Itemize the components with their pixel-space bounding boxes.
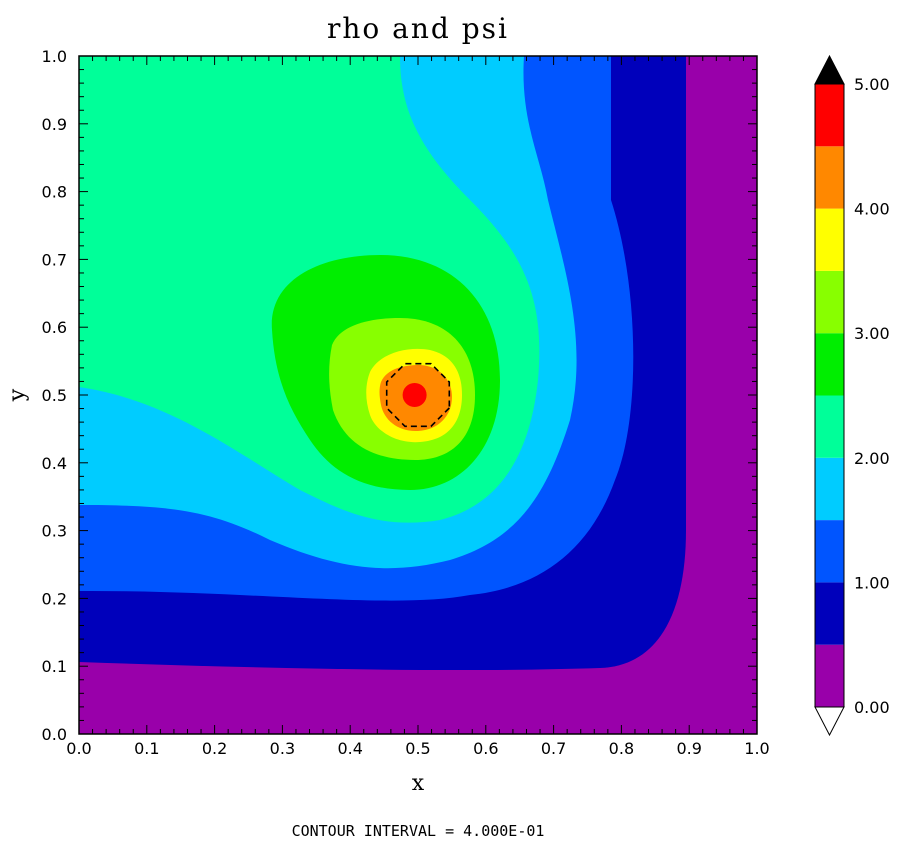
colorbar-label: 3.00 [854,324,890,343]
y-tick-label: 0.5 [42,386,67,405]
colorbar-under-arrow [814,706,845,737]
y-tick-label: 0.6 [42,318,67,337]
colorbar-segment-9 [815,84,844,147]
x-tick-label: 0.1 [134,739,159,758]
colorbar-label: 2.00 [854,449,890,468]
colorbar-segment-6 [815,270,844,334]
axis-ticks: 0.0 0.1 0.2 0.3 0.4 0.5 0.6 0.7 0.8 0.9 1.0 0.0 0.1 0… [42,47,770,758]
x-tick-label: 0.2 [202,739,227,758]
colorbar-segment-7 [815,208,844,271]
y-tick-label: 1.0 [42,47,67,66]
colorbar-segment-2 [815,520,844,583]
y-tick-label: 0.4 [42,454,67,473]
psi-contour-line [385,362,451,428]
y-tick-label: 0.8 [42,183,67,202]
colorbar-over-arrow [814,54,845,85]
colorbar-label: 4.00 [854,200,890,219]
x-tick-label: 0.6 [473,739,498,758]
y-axis-label: y [5,388,30,402]
colorbar-label: 1.00 [854,573,890,592]
y-tick-label: 0.0 [42,725,67,744]
colorbar-segment-4 [815,395,844,458]
x-tick-label: 0.4 [337,739,362,758]
colorbar-label: 5.00 [854,75,890,94]
y-tick-label: 0.3 [42,522,67,541]
psi-contours [385,362,451,428]
x-tick-label: 0.8 [609,739,634,758]
colorbar-label: 0.00 [854,698,890,717]
x-tick-label: 1.0 [744,739,769,758]
contour-band-9 [402,383,427,407]
contour-bands [79,56,757,734]
x-tick-label: 0.7 [541,739,566,758]
y-tick-label: 0.9 [42,115,67,134]
x-tick-label: 0.3 [270,739,295,758]
y-tick-label: 0.1 [42,657,67,676]
colorbar: 0.00 1.00 2.00 3.00 4.00 5.00 [814,54,890,737]
chart-title: rho and psi [327,12,509,45]
colorbar-segment-8 [815,146,844,209]
x-tick-label: 0.9 [676,739,701,758]
x-tick-label: 0.0 [66,739,91,758]
y-tick-label: 0.2 [42,589,67,608]
x-axis-label: x [412,771,425,796]
colorbar-segment-1 [815,582,844,645]
x-tick-label: 0.5 [405,739,430,758]
y-tick-label: 0.7 [42,250,67,269]
contour-interval-note: CONTOUR INTERVAL = 4.000E-01 [292,822,545,840]
colorbar-segment-5 [815,333,844,396]
colorbar-segment-0 [815,644,844,707]
colorbar-segment-3 [815,457,844,521]
